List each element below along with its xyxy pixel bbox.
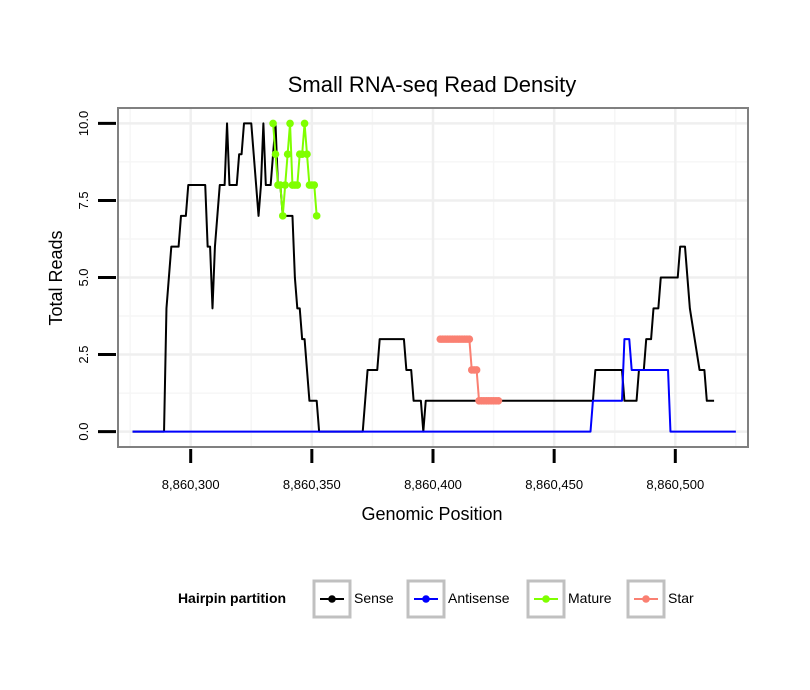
y-tick-label: 7.5 [76,191,91,209]
y-tick-label: 0.0 [76,423,91,441]
y-axis-title: Total Reads [46,230,66,325]
star-data-point [465,335,474,343]
mature-data-point [283,150,292,159]
mature-data-point [293,181,302,189]
mature-data-point [310,181,319,189]
legend-label-star: Star [668,590,694,606]
legend-label-mature: Mature [568,590,612,606]
x-tick-label: 8,860,500 [646,477,704,492]
x-tick-label: 8,860,300 [162,477,220,492]
x-tick-label: 8,860,350 [283,477,341,492]
legend-point-antisense [422,595,430,603]
legend-label-sense: Sense [354,590,394,606]
x-axis-title: Genomic Position [361,504,502,524]
y-tick-label: 2.5 [76,346,91,364]
mature-data-point [300,119,309,128]
legend-title: Hairpin partition [178,590,286,606]
x-tick-label: 8,860,400 [404,477,462,492]
legend: Hairpin partition Sense Antisense Mature St… [178,579,694,619]
mature-data-point [281,181,289,189]
legend-point-star [642,595,650,603]
chart-title: Small RNA-seq Read Density [288,72,577,97]
y-tick-label: 10.0 [76,111,91,136]
mature-data-point [269,119,277,128]
legend-label-antisense: Antisense [448,590,510,606]
mature-data-point [286,119,294,128]
mature-data-point [271,150,280,159]
legend-point-mature [542,595,550,603]
star-data-point [494,396,503,405]
x-tick-label: 8,860,450 [525,477,583,492]
sense-series-line [132,122,715,433]
star-data-point [472,366,481,374]
mature-data-point [303,150,311,159]
mature-data-point [312,212,321,220]
y-tick-label: 5.0 [76,268,91,286]
antisense-series-line [132,338,736,433]
mature-data-point [278,212,287,220]
plot-border [117,107,749,448]
legend-point-sense [328,595,336,603]
